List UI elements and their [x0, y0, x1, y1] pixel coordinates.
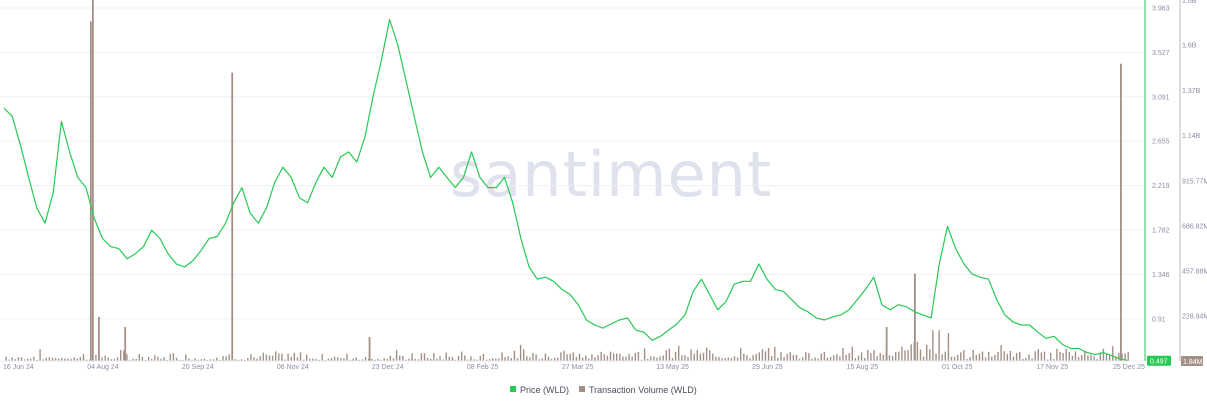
volume-tick-label: 686.82M [1182, 224, 1207, 231]
volume-tick-label: 457.88M [1182, 269, 1207, 276]
legend-price-swatch [510, 386, 516, 392]
legend-volume-swatch [579, 386, 585, 392]
legend-volume-label: Transaction Volume (WLD) [589, 385, 697, 395]
x-tick-label: 01 Oct 25 [942, 364, 972, 371]
price-tick-label: 1.346 [1152, 272, 1170, 279]
volume-current-badge [1181, 356, 1203, 366]
volume-tick-label: 1.6B [1182, 43, 1197, 50]
watermark: santiment [450, 138, 772, 211]
x-tick-label: 20 Sep 24 [182, 364, 214, 371]
volume-current-label: 1.84M [1183, 359, 1203, 366]
price-tick-label: 3.527 [1152, 50, 1170, 57]
price-series [3, 18, 1129, 362]
price-tick-label: 0.91 [1152, 316, 1166, 323]
x-tick-label: 04 Aug 24 [87, 364, 119, 371]
volume-tick-label: 1.37B [1182, 88, 1201, 95]
price-tick-label: 3.963 [1152, 6, 1170, 13]
volume-tick-label: 1.6B [1182, 0, 1197, 5]
grid [0, 7, 1144, 320]
volume-series [5, 0, 1129, 361]
legend-price-label: Price (WLD) [520, 385, 569, 395]
price-tick-label: 2.219 [1152, 183, 1170, 190]
legend[interactable]: Price (WLD) Transaction Volume (WLD) [510, 385, 697, 395]
price-tick-label: 3.091 [1152, 94, 1170, 101]
x-tick-label: 29 Jun 25 [752, 364, 783, 371]
price-current-label: 0.497 [1150, 359, 1168, 366]
axes: 3.963 3.527 3.091 2.655 2.219 1.782 1.346 0.91 1… [0, 0, 1207, 371]
x-tick-label: 06 Nov 24 [277, 364, 309, 371]
volume-tick-label: 228.94M [1182, 314, 1207, 321]
price-current-badge [1147, 355, 1171, 366]
x-tick-label: 08 Feb 25 [467, 364, 499, 371]
x-tick-label: 25 Dec 25 [1113, 364, 1145, 371]
x-tick-label: 27 Mar 25 [562, 364, 594, 371]
volume-tick-label: 915.77M [1182, 179, 1207, 186]
x-tick-label: 15 Aug 25 [847, 364, 879, 371]
volume-tick-label: 1.14B [1182, 133, 1201, 140]
x-tick-label: 17 Nov 25 [1036, 364, 1068, 371]
price-line [3, 18, 1129, 362]
x-tick-label: 13 May 25 [656, 364, 689, 371]
x-tick-label: 16 Jun 24 [3, 364, 34, 371]
price-tick-label: 2.655 [1152, 139, 1170, 146]
x-tick-label: 23 Dec 24 [372, 364, 404, 371]
price-tick-label: 1.782 [1152, 228, 1170, 235]
